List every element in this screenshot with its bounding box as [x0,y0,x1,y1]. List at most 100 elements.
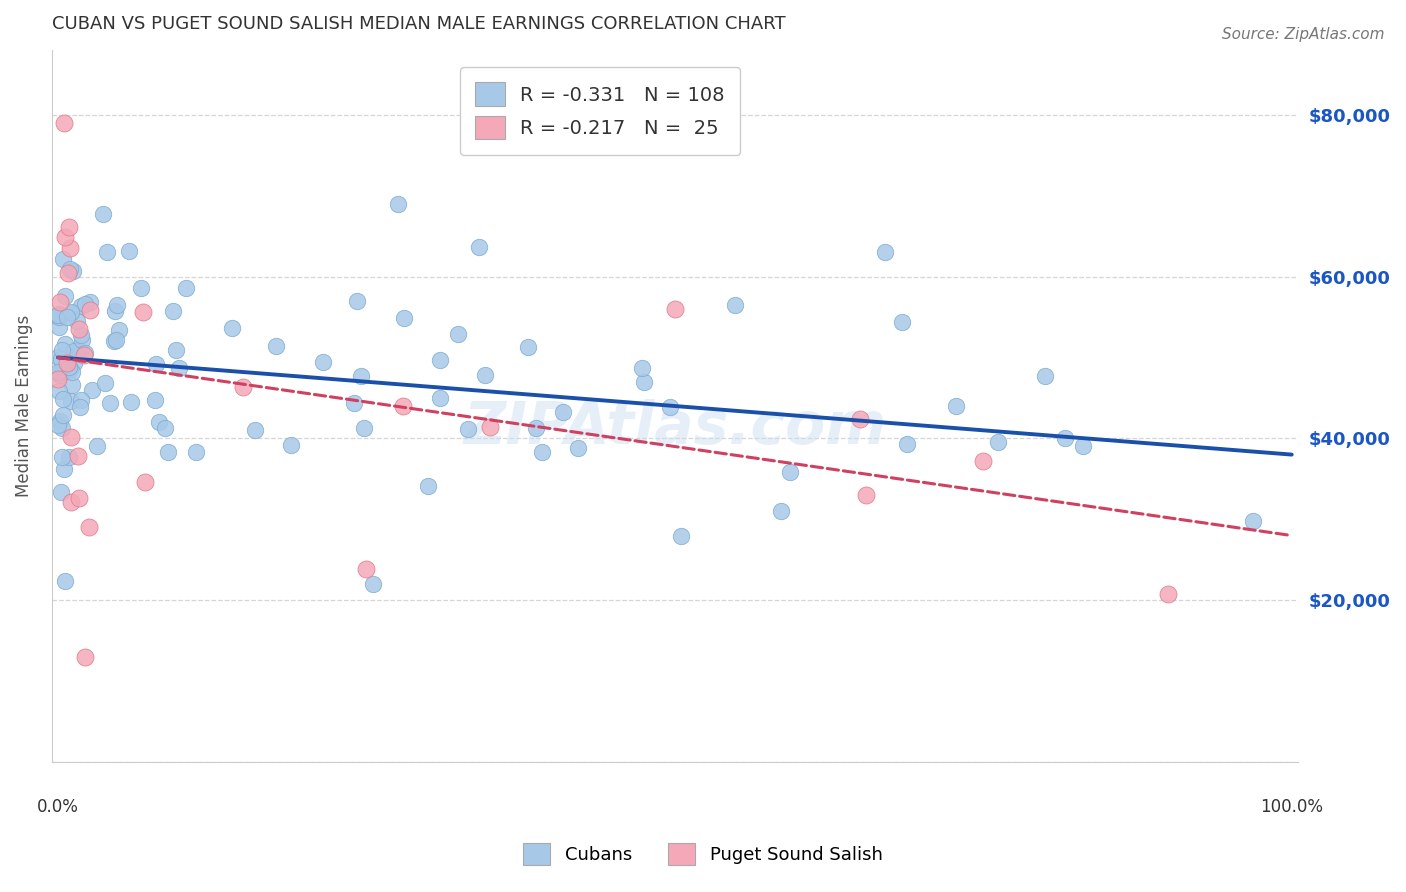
Point [264,339,287,353]
Point [429,391,451,405]
Point [79,294,101,309]
Point [631,360,654,375]
Point [46,366,69,380]
Point [165,343,187,357]
Point [530,445,553,459]
Point [70,327,93,342]
Point [51,421,73,435]
Point [70,392,93,407]
Point [56,310,79,325]
Point [48,309,70,323]
Point [49,368,72,382]
Point [779,465,801,479]
Point [103,334,125,348]
Point [48,320,70,334]
Point [143,392,166,407]
Point [468,240,491,254]
Point [48,307,70,321]
Point [48,295,70,310]
Point [59,394,82,409]
Point [58,450,80,464]
Point [478,420,501,434]
Point [243,423,266,437]
Point [155,420,177,434]
Point [148,415,170,429]
Point [52,252,75,266]
Point [232,380,254,394]
Point [62,343,84,358]
Point [664,301,686,316]
Point [1241,514,1264,528]
Point [669,528,692,542]
Point [98,396,121,410]
Point [553,405,575,419]
Point [457,421,479,435]
Point [59,430,82,444]
Point [53,574,76,588]
Point [1054,431,1077,445]
Point [70,333,93,347]
Point [1071,439,1094,453]
Point [132,304,155,318]
Point [118,244,141,258]
Point [429,353,451,368]
Point [96,245,118,260]
Point [221,321,243,335]
Point [356,562,378,576]
Point [73,346,96,360]
Point [63,356,86,370]
Point [896,437,918,451]
Point [58,360,80,375]
Point [59,362,82,376]
Point [56,356,79,370]
Point [280,438,302,452]
Legend: Cubans, Puget Sound Salish: Cubans, Puget Sound Salish [515,834,891,874]
Point [416,479,439,493]
Point [73,348,96,362]
Point [66,343,89,357]
Point [60,494,83,508]
Point [53,116,76,130]
Point [353,421,375,435]
Point [349,369,371,384]
Point [77,520,100,534]
Point [52,408,75,422]
Point [58,220,80,235]
Point [855,488,877,502]
Point [67,449,90,463]
Point [49,352,72,367]
Point [51,343,73,357]
Point [46,417,69,432]
Point [58,266,80,280]
Point [86,439,108,453]
Point [52,392,75,406]
Point [53,230,76,244]
Text: 0.0%: 0.0% [37,797,79,816]
Point [59,241,82,255]
Point [62,263,84,277]
Point [66,314,89,328]
Text: CUBAN VS PUGET SOUND SALISH MEDIAN MALE EARNINGS CORRELATION CHART: CUBAN VS PUGET SOUND SALISH MEDIAN MALE … [52,15,786,33]
Point [91,207,114,221]
Point [120,394,142,409]
Point [79,302,101,317]
Point [312,354,335,368]
Legend: R = -0.331   N = 108, R = -0.217   N =  25: R = -0.331 N = 108, R = -0.217 N = 25 [460,67,740,155]
Point [724,298,747,312]
Point [108,324,131,338]
Point [60,304,83,318]
Point [945,399,967,413]
Point [156,445,179,459]
Text: ZIPAtlas.com: ZIPAtlas.com [463,399,886,456]
Point [567,441,589,455]
Point [48,310,70,324]
Point [162,303,184,318]
Point [387,196,409,211]
Point [59,261,82,276]
Point [972,454,994,468]
Point [105,298,128,312]
Point [145,357,167,371]
Point [105,333,128,347]
Point [67,491,90,506]
Point [167,360,190,375]
